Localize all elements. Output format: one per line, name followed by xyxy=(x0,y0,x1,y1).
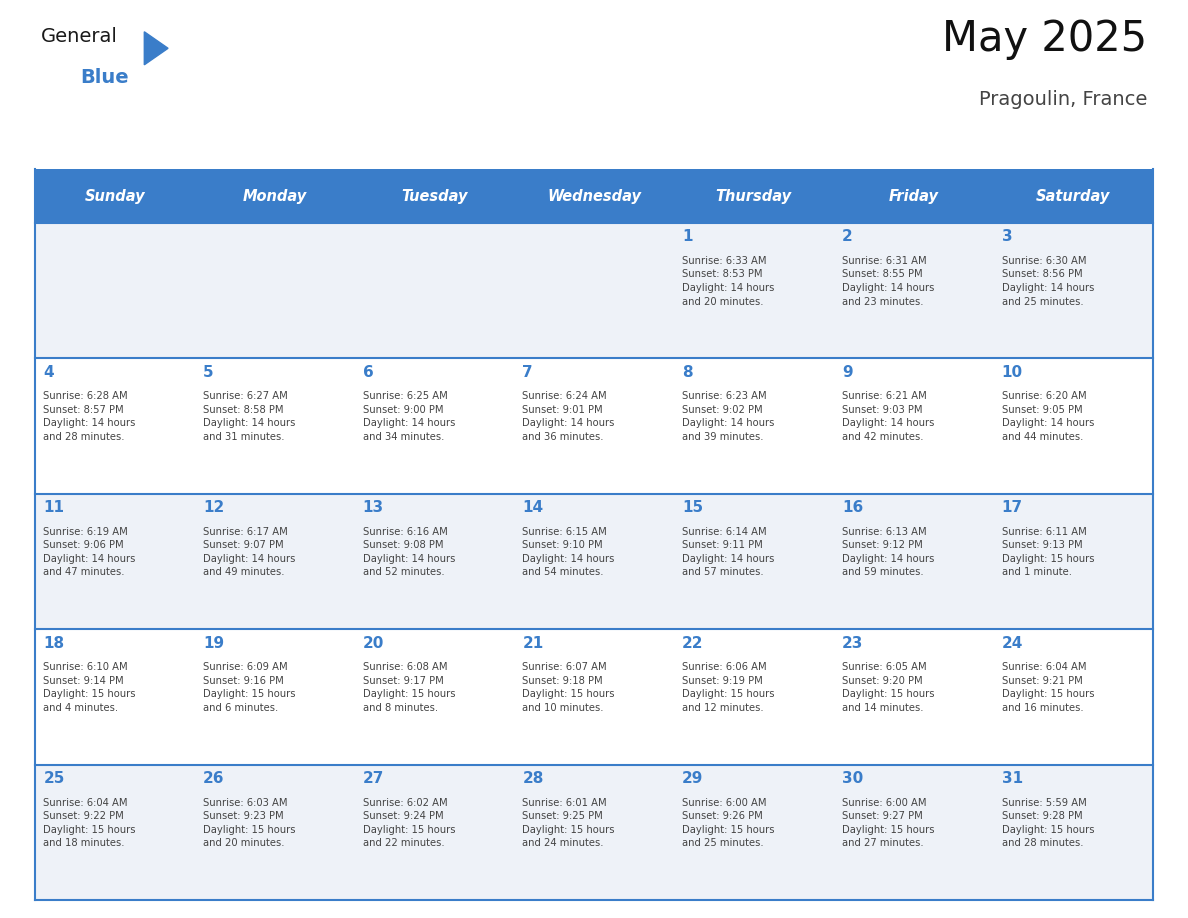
Text: 2: 2 xyxy=(842,230,853,244)
Text: 31: 31 xyxy=(1001,771,1023,786)
Bar xyxy=(34,223,1154,358)
Text: 4: 4 xyxy=(43,364,53,380)
Text: 17: 17 xyxy=(1001,500,1023,515)
Text: 23: 23 xyxy=(842,635,864,651)
Text: Sunrise: 6:08 AM
Sunset: 9:17 PM
Daylight: 15 hours
and 8 minutes.: Sunrise: 6:08 AM Sunset: 9:17 PM Dayligh… xyxy=(362,662,455,713)
Text: Saturday: Saturday xyxy=(1036,188,1111,204)
Text: Sunrise: 6:01 AM
Sunset: 9:25 PM
Daylight: 15 hours
and 24 minutes.: Sunrise: 6:01 AM Sunset: 9:25 PM Dayligh… xyxy=(523,798,615,848)
Text: Wednesday: Wednesday xyxy=(546,188,642,204)
Text: 6: 6 xyxy=(362,364,373,380)
Text: General: General xyxy=(40,28,118,46)
Text: Pragoulin, France: Pragoulin, France xyxy=(979,90,1148,108)
Text: Sunrise: 6:20 AM
Sunset: 9:05 PM
Daylight: 14 hours
and 44 minutes.: Sunrise: 6:20 AM Sunset: 9:05 PM Dayligh… xyxy=(1001,391,1094,442)
Text: Sunrise: 6:06 AM
Sunset: 9:19 PM
Daylight: 15 hours
and 12 minutes.: Sunrise: 6:06 AM Sunset: 9:19 PM Dayligh… xyxy=(682,662,775,713)
Text: Sunrise: 6:31 AM
Sunset: 8:55 PM
Daylight: 14 hours
and 23 minutes.: Sunrise: 6:31 AM Sunset: 8:55 PM Dayligh… xyxy=(842,256,934,307)
Text: 3: 3 xyxy=(1001,230,1012,244)
Text: 10: 10 xyxy=(1001,364,1023,380)
Text: Sunrise: 6:00 AM
Sunset: 9:27 PM
Daylight: 15 hours
and 27 minutes.: Sunrise: 6:00 AM Sunset: 9:27 PM Dayligh… xyxy=(842,798,935,848)
Text: Sunrise: 6:25 AM
Sunset: 9:00 PM
Daylight: 14 hours
and 34 minutes.: Sunrise: 6:25 AM Sunset: 9:00 PM Dayligh… xyxy=(362,391,455,442)
Text: Sunrise: 6:23 AM
Sunset: 9:02 PM
Daylight: 14 hours
and 39 minutes.: Sunrise: 6:23 AM Sunset: 9:02 PM Dayligh… xyxy=(682,391,775,442)
Text: Sunrise: 6:28 AM
Sunset: 8:57 PM
Daylight: 14 hours
and 28 minutes.: Sunrise: 6:28 AM Sunset: 8:57 PM Dayligh… xyxy=(43,391,135,442)
Text: 14: 14 xyxy=(523,500,544,515)
Bar xyxy=(34,170,1154,223)
Text: May 2025: May 2025 xyxy=(942,18,1148,60)
Text: 21: 21 xyxy=(523,635,544,651)
Text: 7: 7 xyxy=(523,364,533,380)
Text: Monday: Monday xyxy=(242,188,307,204)
Text: Sunrise: 6:07 AM
Sunset: 9:18 PM
Daylight: 15 hours
and 10 minutes.: Sunrise: 6:07 AM Sunset: 9:18 PM Dayligh… xyxy=(523,662,615,713)
Text: 1: 1 xyxy=(682,230,693,244)
Text: 25: 25 xyxy=(43,771,64,786)
Text: 11: 11 xyxy=(43,500,64,515)
Text: Sunrise: 6:11 AM
Sunset: 9:13 PM
Daylight: 15 hours
and 1 minute.: Sunrise: 6:11 AM Sunset: 9:13 PM Dayligh… xyxy=(1001,527,1094,577)
Text: Sunrise: 6:13 AM
Sunset: 9:12 PM
Daylight: 14 hours
and 59 minutes.: Sunrise: 6:13 AM Sunset: 9:12 PM Dayligh… xyxy=(842,527,934,577)
Text: Sunrise: 6:19 AM
Sunset: 9:06 PM
Daylight: 14 hours
and 47 minutes.: Sunrise: 6:19 AM Sunset: 9:06 PM Dayligh… xyxy=(43,527,135,577)
Text: 19: 19 xyxy=(203,635,225,651)
Polygon shape xyxy=(144,32,168,65)
Text: Sunrise: 6:27 AM
Sunset: 8:58 PM
Daylight: 14 hours
and 31 minutes.: Sunrise: 6:27 AM Sunset: 8:58 PM Dayligh… xyxy=(203,391,296,442)
Text: 24: 24 xyxy=(1001,635,1023,651)
Text: Sunrise: 6:24 AM
Sunset: 9:01 PM
Daylight: 14 hours
and 36 minutes.: Sunrise: 6:24 AM Sunset: 9:01 PM Dayligh… xyxy=(523,391,615,442)
Text: Sunrise: 6:02 AM
Sunset: 9:24 PM
Daylight: 15 hours
and 22 minutes.: Sunrise: 6:02 AM Sunset: 9:24 PM Dayligh… xyxy=(362,798,455,848)
Text: Blue: Blue xyxy=(80,69,128,87)
Bar xyxy=(34,765,1154,900)
Text: 20: 20 xyxy=(362,635,384,651)
Text: Sunrise: 6:30 AM
Sunset: 8:56 PM
Daylight: 14 hours
and 25 minutes.: Sunrise: 6:30 AM Sunset: 8:56 PM Dayligh… xyxy=(1001,256,1094,307)
Text: Sunrise: 6:04 AM
Sunset: 9:21 PM
Daylight: 15 hours
and 16 minutes.: Sunrise: 6:04 AM Sunset: 9:21 PM Dayligh… xyxy=(1001,662,1094,713)
Bar xyxy=(34,629,1154,765)
Text: Friday: Friday xyxy=(889,188,939,204)
Text: Sunrise: 5:59 AM
Sunset: 9:28 PM
Daylight: 15 hours
and 28 minutes.: Sunrise: 5:59 AM Sunset: 9:28 PM Dayligh… xyxy=(1001,798,1094,848)
Text: Sunrise: 6:15 AM
Sunset: 9:10 PM
Daylight: 14 hours
and 54 minutes.: Sunrise: 6:15 AM Sunset: 9:10 PM Dayligh… xyxy=(523,527,615,577)
Text: Sunrise: 6:17 AM
Sunset: 9:07 PM
Daylight: 14 hours
and 49 minutes.: Sunrise: 6:17 AM Sunset: 9:07 PM Dayligh… xyxy=(203,527,296,577)
Text: Sunrise: 6:04 AM
Sunset: 9:22 PM
Daylight: 15 hours
and 18 minutes.: Sunrise: 6:04 AM Sunset: 9:22 PM Dayligh… xyxy=(43,798,135,848)
Text: Sunrise: 6:21 AM
Sunset: 9:03 PM
Daylight: 14 hours
and 42 minutes.: Sunrise: 6:21 AM Sunset: 9:03 PM Dayligh… xyxy=(842,391,934,442)
Text: 12: 12 xyxy=(203,500,225,515)
Text: Tuesday: Tuesday xyxy=(402,188,468,204)
Text: 28: 28 xyxy=(523,771,544,786)
Text: 29: 29 xyxy=(682,771,703,786)
Text: 22: 22 xyxy=(682,635,703,651)
Text: Sunday: Sunday xyxy=(84,188,145,204)
Text: 30: 30 xyxy=(842,771,864,786)
Text: 13: 13 xyxy=(362,500,384,515)
Text: Sunrise: 6:00 AM
Sunset: 9:26 PM
Daylight: 15 hours
and 25 minutes.: Sunrise: 6:00 AM Sunset: 9:26 PM Dayligh… xyxy=(682,798,775,848)
Text: Sunrise: 6:16 AM
Sunset: 9:08 PM
Daylight: 14 hours
and 52 minutes.: Sunrise: 6:16 AM Sunset: 9:08 PM Dayligh… xyxy=(362,527,455,577)
Text: 5: 5 xyxy=(203,364,214,380)
Text: Thursday: Thursday xyxy=(715,188,791,204)
Text: Sunrise: 6:03 AM
Sunset: 9:23 PM
Daylight: 15 hours
and 20 minutes.: Sunrise: 6:03 AM Sunset: 9:23 PM Dayligh… xyxy=(203,798,296,848)
Text: Sunrise: 6:14 AM
Sunset: 9:11 PM
Daylight: 14 hours
and 57 minutes.: Sunrise: 6:14 AM Sunset: 9:11 PM Dayligh… xyxy=(682,527,775,577)
Text: Sunrise: 6:33 AM
Sunset: 8:53 PM
Daylight: 14 hours
and 20 minutes.: Sunrise: 6:33 AM Sunset: 8:53 PM Dayligh… xyxy=(682,256,775,307)
Text: 8: 8 xyxy=(682,364,693,380)
Text: 18: 18 xyxy=(43,635,64,651)
Text: Sunrise: 6:10 AM
Sunset: 9:14 PM
Daylight: 15 hours
and 4 minutes.: Sunrise: 6:10 AM Sunset: 9:14 PM Dayligh… xyxy=(43,662,135,713)
Text: Sunrise: 6:05 AM
Sunset: 9:20 PM
Daylight: 15 hours
and 14 minutes.: Sunrise: 6:05 AM Sunset: 9:20 PM Dayligh… xyxy=(842,662,935,713)
Text: Sunrise: 6:09 AM
Sunset: 9:16 PM
Daylight: 15 hours
and 6 minutes.: Sunrise: 6:09 AM Sunset: 9:16 PM Dayligh… xyxy=(203,662,296,713)
Text: 9: 9 xyxy=(842,364,853,380)
Text: 27: 27 xyxy=(362,771,384,786)
Bar xyxy=(34,494,1154,629)
Bar xyxy=(34,358,1154,494)
Text: 15: 15 xyxy=(682,500,703,515)
Text: 16: 16 xyxy=(842,500,864,515)
Text: 26: 26 xyxy=(203,771,225,786)
